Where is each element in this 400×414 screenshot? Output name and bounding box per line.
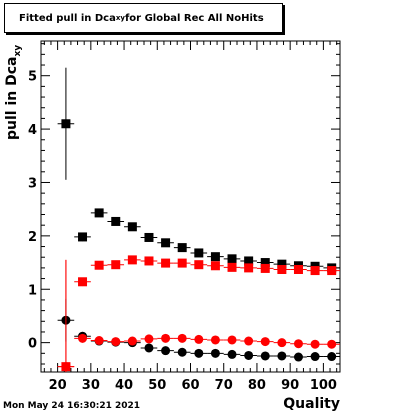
data-point [244,350,254,360]
data-point [327,352,337,362]
data-point [277,338,287,348]
data-point [210,252,220,262]
data-point [260,337,270,347]
x-axis-label: Quality [283,396,340,412]
data-point [94,208,104,218]
data-point [161,346,171,356]
data-point [244,336,254,346]
data-point [244,256,254,266]
timestamp: Mon May 24 16:30:21 2021 [3,401,141,411]
plot-frame [40,40,341,373]
data-point [127,222,137,232]
data-point [277,351,287,361]
data-point [210,348,220,358]
data-point [293,352,303,362]
axis-ticks: 20 30 40 50 60 70 80 90 100 0 1 2 3 4 5 [28,41,340,393]
data-point [144,334,154,344]
series-1 [57,255,340,372]
data-point [78,333,88,343]
data-point [161,258,171,268]
y-tick-label: 4 [28,123,37,138]
data-point [78,232,88,242]
x-tick-label: 60 [181,378,199,393]
data-point [277,264,287,274]
x-tick-label: 90 [281,378,299,393]
data-point [61,119,71,129]
data-point [293,264,303,274]
data-point [111,337,121,347]
y-tick-label: 1 [28,283,37,298]
data-point [260,263,270,273]
data-point [327,339,337,349]
series-0 [57,67,340,273]
data-point [244,263,254,273]
data-point [144,232,154,242]
data-point [227,262,237,272]
data-point [227,349,237,359]
data-point [210,335,220,345]
data-point [194,348,204,358]
y-tick-label: 5 [28,70,37,85]
y-tick-label: 2 [28,230,37,245]
series-2 [57,298,340,362]
data-point [94,260,104,270]
data-point [194,260,204,270]
data-point [111,260,121,270]
data-point [161,333,171,343]
data-point [61,362,71,372]
data-point [111,216,121,226]
x-tick-label: 80 [248,378,266,393]
data-point [127,336,137,346]
x-tick-label: 50 [148,378,166,393]
chart-title-sub: xy [115,14,125,22]
x-tick-label: 40 [115,378,133,393]
data-point [144,343,154,353]
data-point [310,339,320,349]
data-point [161,238,171,248]
data-series [57,67,340,372]
data-point [327,266,337,276]
x-tick-label: 70 [215,378,233,393]
data-point [260,351,270,361]
chart-title-prefix: Fitted pull in Dca [19,12,116,24]
data-point [177,258,187,268]
data-point [177,347,187,357]
data-point [177,333,187,343]
data-point [293,339,303,349]
x-tick-label: 30 [82,378,100,393]
y-tick-label: 0 [28,337,37,352]
chart-title-suffix: for Global Rec All NoHits [124,12,264,24]
data-point [310,352,320,362]
data-point [78,277,88,287]
data-point [127,255,137,265]
data-point [94,336,104,346]
data-point [227,335,237,345]
data-point [310,266,320,276]
data-point [227,254,237,264]
data-point [177,243,187,253]
data-point [194,334,204,344]
chart-title: Fitted pull in Dca xy for Global Rec All … [4,3,283,33]
x-tick-label: 20 [49,378,67,393]
x-tick-label: 100 [310,378,337,393]
y-tick-label: 3 [28,176,37,191]
data-point [144,256,154,266]
series-3 [57,259,340,372]
data-point [210,261,220,271]
data-point [277,259,287,269]
data-point [260,258,270,268]
data-point [194,248,204,258]
